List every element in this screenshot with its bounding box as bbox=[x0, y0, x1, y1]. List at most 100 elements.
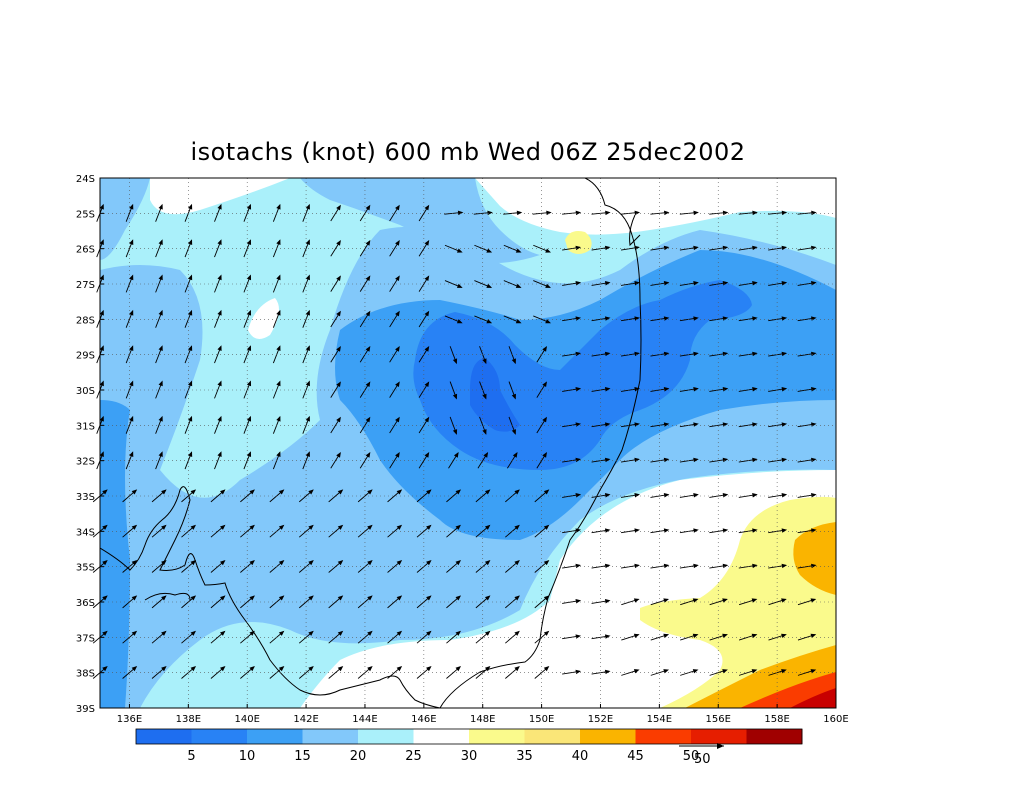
wind-arrowhead bbox=[424, 310, 430, 317]
wind-arrowhead bbox=[424, 275, 430, 282]
wind-arrowhead bbox=[810, 598, 817, 603]
colorbar-tick-label: 10 bbox=[239, 749, 256, 764]
wind-arrowhead bbox=[365, 275, 371, 282]
wind-arrowhead bbox=[663, 493, 670, 498]
wind-arrowhead bbox=[158, 345, 163, 351]
wind-arrowhead bbox=[249, 595, 255, 601]
wind-arrowhead bbox=[395, 346, 400, 352]
wind-arrowhead bbox=[751, 633, 758, 639]
lat-label: 29S bbox=[76, 351, 95, 362]
wind-arrowhead bbox=[455, 595, 461, 601]
wind-arrowhead bbox=[129, 309, 134, 316]
wind-arrowhead bbox=[217, 239, 222, 245]
wind-arrowhead bbox=[484, 489, 491, 495]
wind-arrowhead bbox=[752, 493, 758, 498]
wind-arrowhead bbox=[336, 346, 341, 352]
wind-arrowhead bbox=[633, 669, 640, 674]
wind-arrowhead bbox=[634, 387, 640, 392]
wind-arrowhead bbox=[483, 452, 489, 458]
wind-arrowhead bbox=[693, 316, 699, 321]
wind-arrowhead bbox=[604, 528, 611, 533]
wind-arrowhead bbox=[663, 633, 670, 639]
wind-arrowhead bbox=[575, 563, 582, 569]
wind-arrowhead bbox=[511, 393, 516, 400]
wind-arrowhead bbox=[187, 345, 193, 351]
wind-arrowhead bbox=[455, 524, 461, 530]
wind-arrowhead bbox=[484, 560, 491, 566]
wind-arrowhead bbox=[308, 524, 314, 530]
wind-arrowhead bbox=[217, 345, 222, 351]
wind-arrowhead bbox=[365, 240, 371, 246]
wind-arrowhead bbox=[305, 274, 310, 281]
wind-arrowhead bbox=[102, 524, 108, 530]
lat-label: 35S bbox=[76, 563, 95, 574]
wind-arrowhead bbox=[246, 345, 252, 351]
wind-arrowhead bbox=[663, 422, 670, 427]
wind-arrowhead bbox=[722, 633, 728, 639]
wind-arrowhead bbox=[810, 633, 817, 639]
wind-arrowhead bbox=[604, 634, 611, 639]
wind-arrowhead bbox=[336, 275, 341, 282]
lon-label: 158E bbox=[764, 714, 789, 725]
wind-arrowhead bbox=[452, 358, 458, 365]
wind-arrowhead bbox=[278, 524, 285, 530]
wind-arrowhead bbox=[190, 630, 197, 636]
wind-arrowhead bbox=[336, 240, 341, 246]
wind-arrowhead bbox=[395, 310, 400, 317]
wind-arrowhead bbox=[131, 630, 138, 636]
wind-arrowhead bbox=[187, 451, 193, 457]
wind-arrowhead bbox=[455, 489, 461, 495]
wind-arrowhead bbox=[511, 429, 516, 435]
wind-arrowhead bbox=[663, 316, 670, 321]
wind-arrowhead bbox=[752, 387, 758, 392]
wind-arrowhead bbox=[515, 248, 522, 253]
wind-arrowhead bbox=[604, 599, 611, 604]
wind-arrowhead bbox=[426, 560, 432, 566]
wind-arrowhead bbox=[486, 248, 493, 253]
wind-arrowhead bbox=[542, 346, 547, 352]
wind-arrowhead bbox=[217, 415, 222, 422]
wind-arrowhead bbox=[395, 240, 400, 246]
wind-arrowhead bbox=[276, 203, 281, 210]
wind-arrowhead bbox=[486, 319, 493, 324]
wind-arrowhead bbox=[217, 309, 222, 316]
wind-arrowhead bbox=[187, 239, 193, 245]
latitude-labels: 24S 25S 26S 27S 28S 29S 30S 31S 32S 33S 34S 35S 36S 3… bbox=[76, 174, 104, 715]
wind-arrowhead bbox=[424, 240, 430, 246]
wind-arrowhead bbox=[426, 630, 432, 636]
wind-arrowhead bbox=[575, 316, 582, 321]
wind-arrowhead bbox=[514, 630, 520, 636]
wind-arrowhead bbox=[604, 422, 611, 427]
wind-arrowhead bbox=[219, 666, 226, 672]
wind-arrowhead bbox=[129, 380, 134, 387]
wind-arrowhead bbox=[99, 415, 104, 422]
wind-arrowhead bbox=[634, 457, 640, 463]
wind-arrowhead bbox=[396, 630, 403, 636]
lat-label: 31S bbox=[76, 421, 95, 432]
wind-arrowhead bbox=[396, 595, 403, 601]
wind-arrowhead bbox=[514, 560, 520, 566]
wind-arrowhead bbox=[367, 630, 373, 636]
wind-arrowhead bbox=[634, 528, 640, 533]
wind-arrowhead bbox=[514, 489, 520, 495]
wind-arrowhead bbox=[367, 489, 373, 495]
wind-arrowhead bbox=[781, 387, 788, 392]
wind-arrowhead bbox=[486, 283, 493, 288]
wind-arrowhead bbox=[663, 528, 670, 533]
wind-arrowhead bbox=[781, 245, 788, 251]
wind-arrowhead bbox=[575, 493, 582, 498]
lon-label: 140E bbox=[234, 714, 259, 725]
wind-arrowhead bbox=[336, 381, 341, 388]
wind-arrowhead bbox=[278, 595, 285, 601]
wind-arrowhead bbox=[336, 310, 341, 317]
colorbar-tick-label: 40 bbox=[572, 749, 589, 764]
lon-label: 144E bbox=[352, 714, 377, 725]
wind-arrowhead bbox=[781, 528, 788, 533]
wind-arrowhead bbox=[308, 666, 314, 672]
vector-key: 50 bbox=[679, 743, 724, 767]
colorbar-swatch bbox=[635, 729, 692, 744]
wind-arrowhead bbox=[722, 669, 728, 674]
colorbar bbox=[135, 728, 803, 745]
wind-arrowhead bbox=[219, 489, 226, 495]
